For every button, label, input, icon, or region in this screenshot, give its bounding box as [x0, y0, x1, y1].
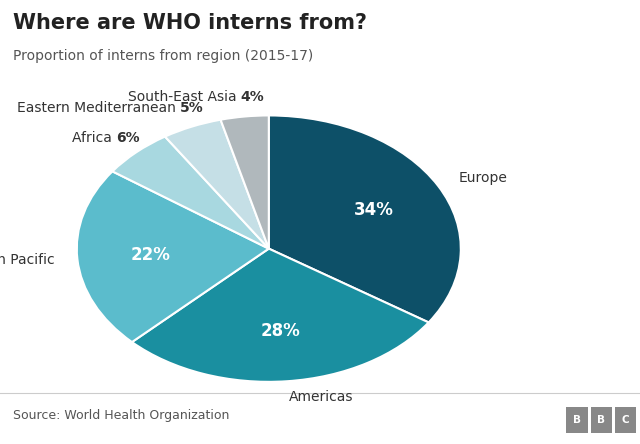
- Wedge shape: [113, 137, 269, 249]
- Text: Americas: Americas: [289, 390, 354, 404]
- Text: Western Pacific: Western Pacific: [0, 254, 54, 267]
- Text: Eastern Mediterranean: Eastern Mediterranean: [17, 101, 180, 115]
- Text: 4%: 4%: [241, 90, 264, 104]
- Wedge shape: [132, 249, 429, 382]
- Text: 34%: 34%: [354, 201, 394, 218]
- Text: Proportion of interns from region (2015-17): Proportion of interns from region (2015-…: [13, 49, 313, 63]
- Text: C: C: [622, 415, 629, 425]
- Text: 22%: 22%: [130, 246, 170, 264]
- Text: 6%: 6%: [116, 131, 140, 145]
- FancyBboxPatch shape: [615, 407, 636, 433]
- Wedge shape: [269, 115, 461, 322]
- Wedge shape: [221, 115, 269, 249]
- Wedge shape: [165, 120, 269, 249]
- Wedge shape: [77, 171, 269, 342]
- Text: 28%: 28%: [260, 322, 300, 340]
- Text: Europe: Europe: [458, 171, 508, 185]
- Text: Source: World Health Organization: Source: World Health Organization: [13, 408, 229, 422]
- FancyBboxPatch shape: [591, 407, 612, 433]
- Text: B: B: [573, 415, 581, 425]
- Text: South-East Asia: South-East Asia: [128, 90, 241, 104]
- Text: Where are WHO interns from?: Where are WHO interns from?: [13, 13, 367, 33]
- Text: 5%: 5%: [180, 101, 204, 115]
- FancyBboxPatch shape: [566, 407, 588, 433]
- Text: Africa: Africa: [72, 131, 116, 145]
- Text: B: B: [597, 415, 605, 425]
